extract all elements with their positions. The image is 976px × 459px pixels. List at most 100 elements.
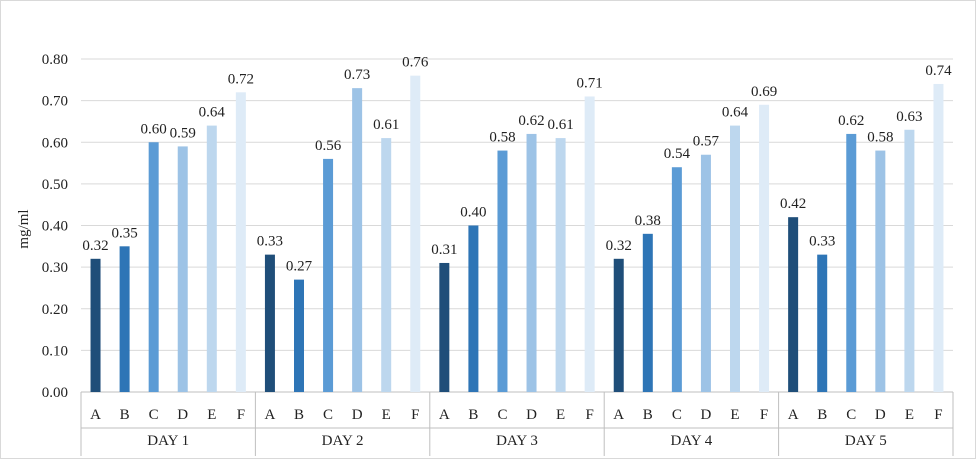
x-category-label: E <box>905 407 914 423</box>
x-category-label: E <box>730 407 739 423</box>
bar <box>555 138 566 392</box>
data-label: 0.32 <box>606 238 632 254</box>
x-category-label: B <box>294 407 304 423</box>
bar <box>264 254 275 392</box>
x-category-label: F <box>237 407 245 423</box>
x-category-label: B <box>643 407 653 423</box>
data-label: 0.27 <box>286 259 313 275</box>
bar <box>148 142 159 392</box>
x-category-label: B <box>120 407 130 423</box>
x-category-label: D <box>701 407 712 423</box>
bar <box>439 262 450 392</box>
bar <box>381 138 392 392</box>
bar <box>410 75 421 393</box>
bar <box>642 233 653 392</box>
bar <box>352 88 363 392</box>
bar <box>700 154 711 392</box>
y-tick-label: 0.20 <box>42 302 68 318</box>
x-category-label: D <box>177 407 188 423</box>
bar <box>730 125 740 392</box>
x-category-label: A <box>90 407 101 423</box>
data-label: 0.54 <box>664 146 691 162</box>
x-category-label: F <box>411 407 419 423</box>
bar <box>759 104 770 392</box>
y-tick-label: 0.50 <box>42 177 68 193</box>
x-category-label: E <box>382 407 391 423</box>
data-label: 0.40 <box>460 205 486 221</box>
x-category-label: C <box>497 407 507 423</box>
bar <box>323 158 334 392</box>
y-axis-label: mg/ml <box>16 209 32 248</box>
y-tick-label: 0.10 <box>42 343 68 359</box>
x-category-label: E <box>207 407 216 423</box>
bars <box>90 75 944 393</box>
data-label: 0.58 <box>867 130 893 146</box>
x-category-label: F <box>585 407 593 423</box>
bar <box>671 167 682 392</box>
bar <box>468 225 479 392</box>
data-label: 0.31 <box>431 242 457 258</box>
x-category-label: A <box>265 407 276 423</box>
y-tick-label: 0.60 <box>42 135 68 151</box>
bar <box>526 133 537 393</box>
y-axis: 0.00 0.10 0.20 0.30 0.40 0.50 0.60 0.70 0.80 <box>42 52 68 401</box>
data-label: 0.60 <box>141 121 167 137</box>
bar <box>119 246 130 392</box>
x-axis: A B C D E F DAY 1 A B C D E F DAY 2 A B C D E F DAY 3 A B C D E F D… <box>80 392 954 456</box>
data-label: 0.35 <box>111 225 137 241</box>
x-category-label: A <box>439 407 450 423</box>
x-category-label: C <box>149 407 159 423</box>
x-category-label: B <box>468 407 478 423</box>
data-label: 0.73 <box>344 67 370 83</box>
bar <box>846 133 857 393</box>
data-label: 0.62 <box>838 113 864 129</box>
y-tick-label: 0.70 <box>42 94 68 110</box>
x-category-label: A <box>788 407 799 423</box>
data-label: 0.72 <box>228 71 254 87</box>
x-category-label: B <box>817 407 827 423</box>
bar <box>875 150 886 392</box>
data-label: 0.63 <box>896 109 922 125</box>
data-label: 0.38 <box>635 213 661 229</box>
x-group-label: DAY 4 <box>670 433 712 449</box>
data-label: 0.61 <box>373 117 399 133</box>
data-label: 0.69 <box>751 84 777 100</box>
data-label: 0.62 <box>518 113 544 129</box>
y-tick-label: 0.30 <box>42 260 68 276</box>
data-label: 0.64 <box>199 105 226 121</box>
x-group-label: DAY 5 <box>845 433 887 449</box>
x-category-label: D <box>526 407 537 423</box>
x-category-label: A <box>613 407 624 423</box>
bar <box>613 258 624 392</box>
bar <box>817 254 828 392</box>
bar <box>177 146 188 392</box>
data-label: 0.74 <box>925 63 952 79</box>
x-category-label: C <box>846 407 856 423</box>
data-label: 0.58 <box>489 130 515 146</box>
data-label: 0.42 <box>780 196 806 212</box>
x-category-label: C <box>323 407 333 423</box>
bar <box>788 217 799 392</box>
x-group-label: DAY 1 <box>147 433 189 449</box>
x-category-label: D <box>352 407 363 423</box>
x-group-label: DAY 3 <box>496 433 538 449</box>
bar <box>90 258 101 392</box>
data-label: 0.59 <box>170 125 196 141</box>
y-tick-label: 0.40 <box>42 219 68 235</box>
data-label: 0.57 <box>693 134 720 150</box>
x-category-label: E <box>556 407 565 423</box>
x-category-label: F <box>760 407 768 423</box>
x-category-label: F <box>934 407 942 423</box>
bar <box>294 279 304 392</box>
bar <box>904 129 915 392</box>
data-label: 0.33 <box>809 234 835 250</box>
y-tick-label: 0.80 <box>42 52 68 68</box>
data-label: 0.33 <box>257 234 283 250</box>
bar <box>584 96 595 393</box>
x-category-label: C <box>672 407 682 423</box>
data-label: 0.61 <box>547 117 573 133</box>
data-labels: 0.320.350.60 0.590.640.720.330.270.560.73… <box>82 55 952 275</box>
data-label: 0.76 <box>402 55 429 71</box>
